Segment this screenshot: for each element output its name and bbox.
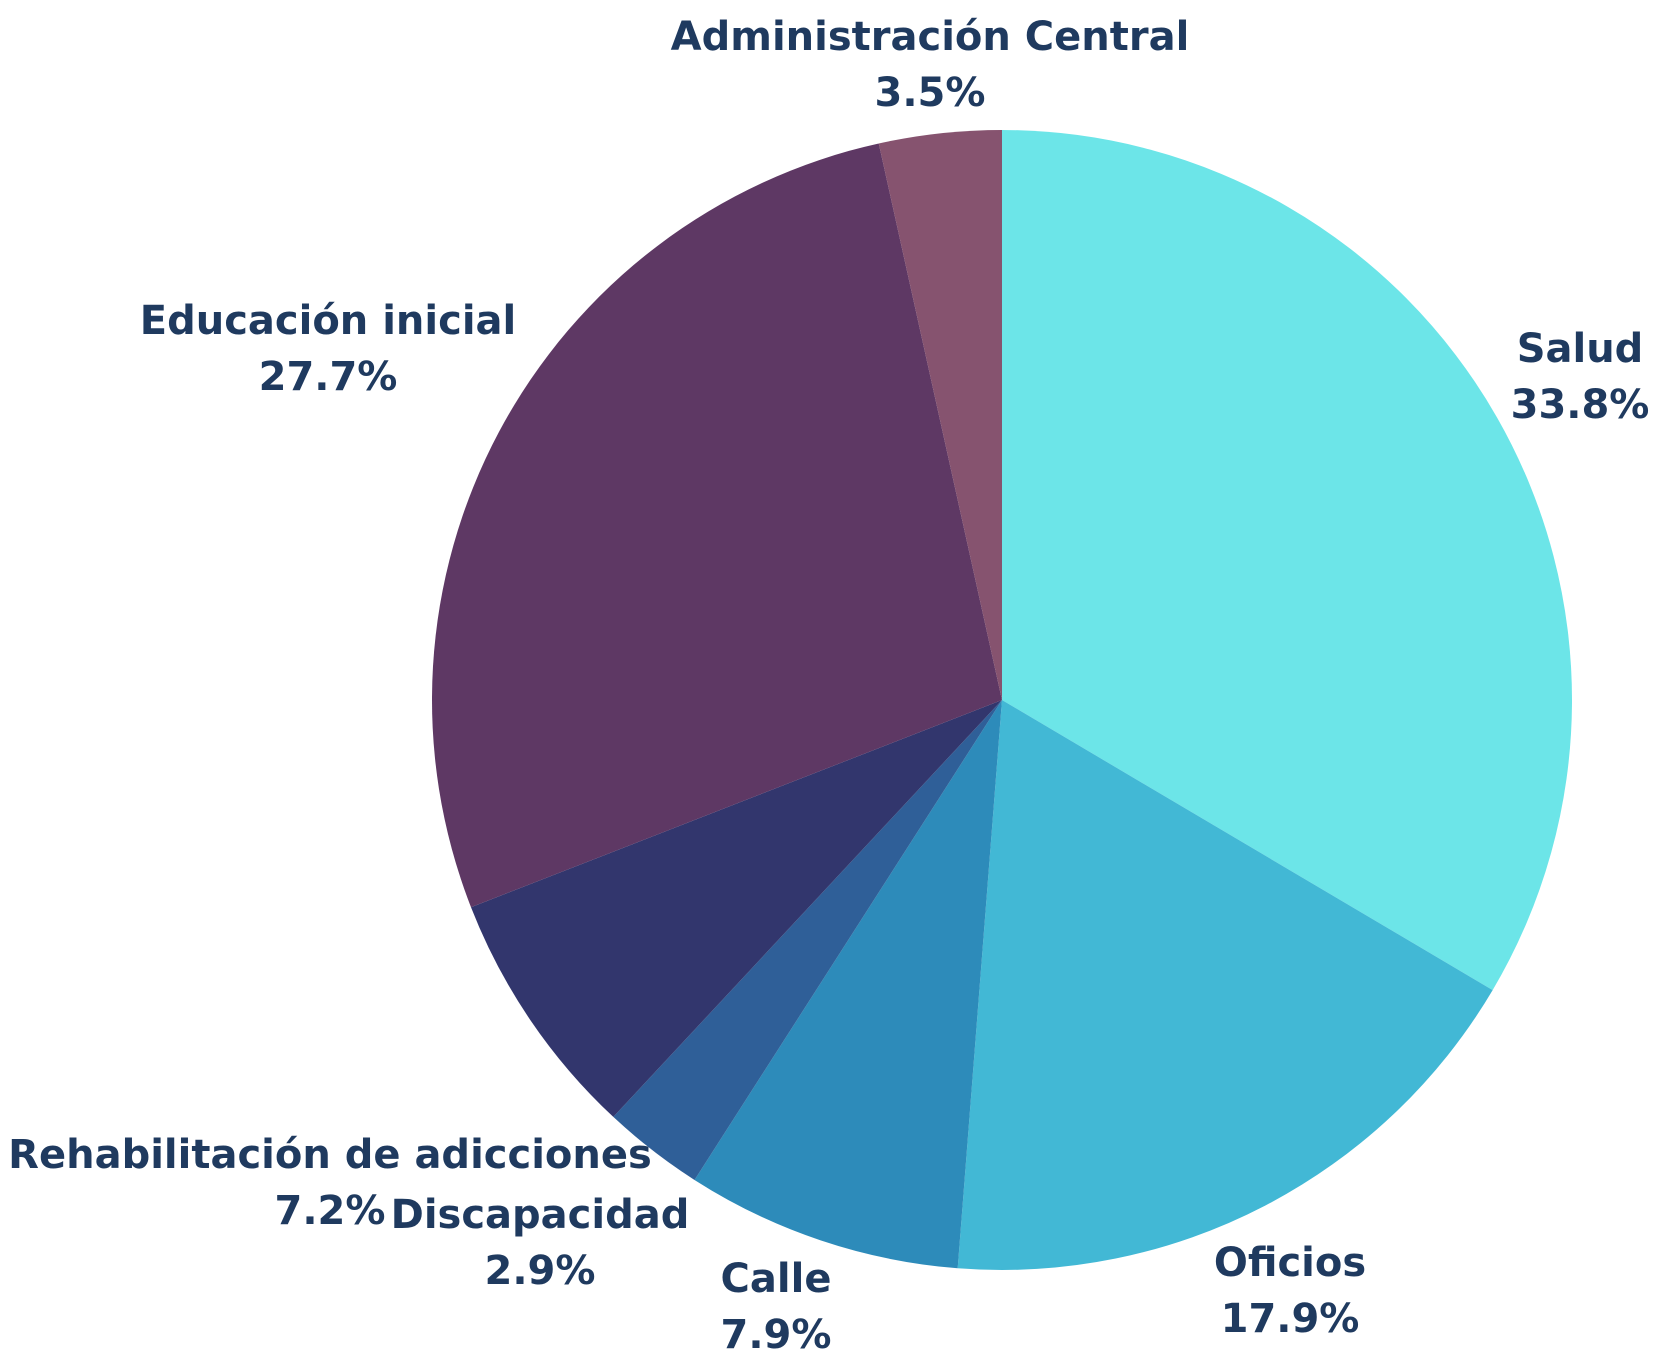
slice-label-calle: Calle xyxy=(721,1256,832,1302)
slice-educacion-inicial xyxy=(431,143,1002,908)
slice-label-educacion-inicial: Educación inicial xyxy=(140,298,516,344)
slice-oficios xyxy=(957,700,1493,1270)
slice-label-administracion-central: Administración Central xyxy=(671,14,1190,60)
slice-calle xyxy=(694,700,1002,1269)
slice-label-oficios: Oficios xyxy=(1214,1240,1366,1286)
slice-salud xyxy=(1002,130,1572,991)
slice-value-rehabilitacion-de-adicciones: 7.2% xyxy=(275,1188,386,1234)
slice-rehabilitacion-de-adicciones xyxy=(471,700,1002,1117)
slice-value-administracion-central: 3.5% xyxy=(875,70,986,116)
slice-discapacidad xyxy=(613,700,1002,1180)
slice-label-salud: Salud xyxy=(1517,326,1644,372)
slice-labels: Salud 33.8% Oficios 17.9% Calle 7.9% Discapaci… xyxy=(8,14,1649,1350)
slice-value-educacion-inicial: 27.7% xyxy=(259,354,398,400)
slice-label-discapacidad: Discapacidad xyxy=(391,1192,690,1238)
slice-value-salud: 33.8% xyxy=(1511,382,1650,428)
slice-value-oficios: 17.9% xyxy=(1221,1296,1360,1342)
slice-value-discapacidad: 2.9% xyxy=(485,1248,596,1294)
slice-label-rehabilitacion-de-adicciones: Rehabilitación de adicciones xyxy=(8,1132,652,1178)
slice-value-calle: 7.9% xyxy=(721,1312,832,1350)
slice-administracion-central xyxy=(878,130,1002,700)
pie-slices xyxy=(431,130,1572,1270)
